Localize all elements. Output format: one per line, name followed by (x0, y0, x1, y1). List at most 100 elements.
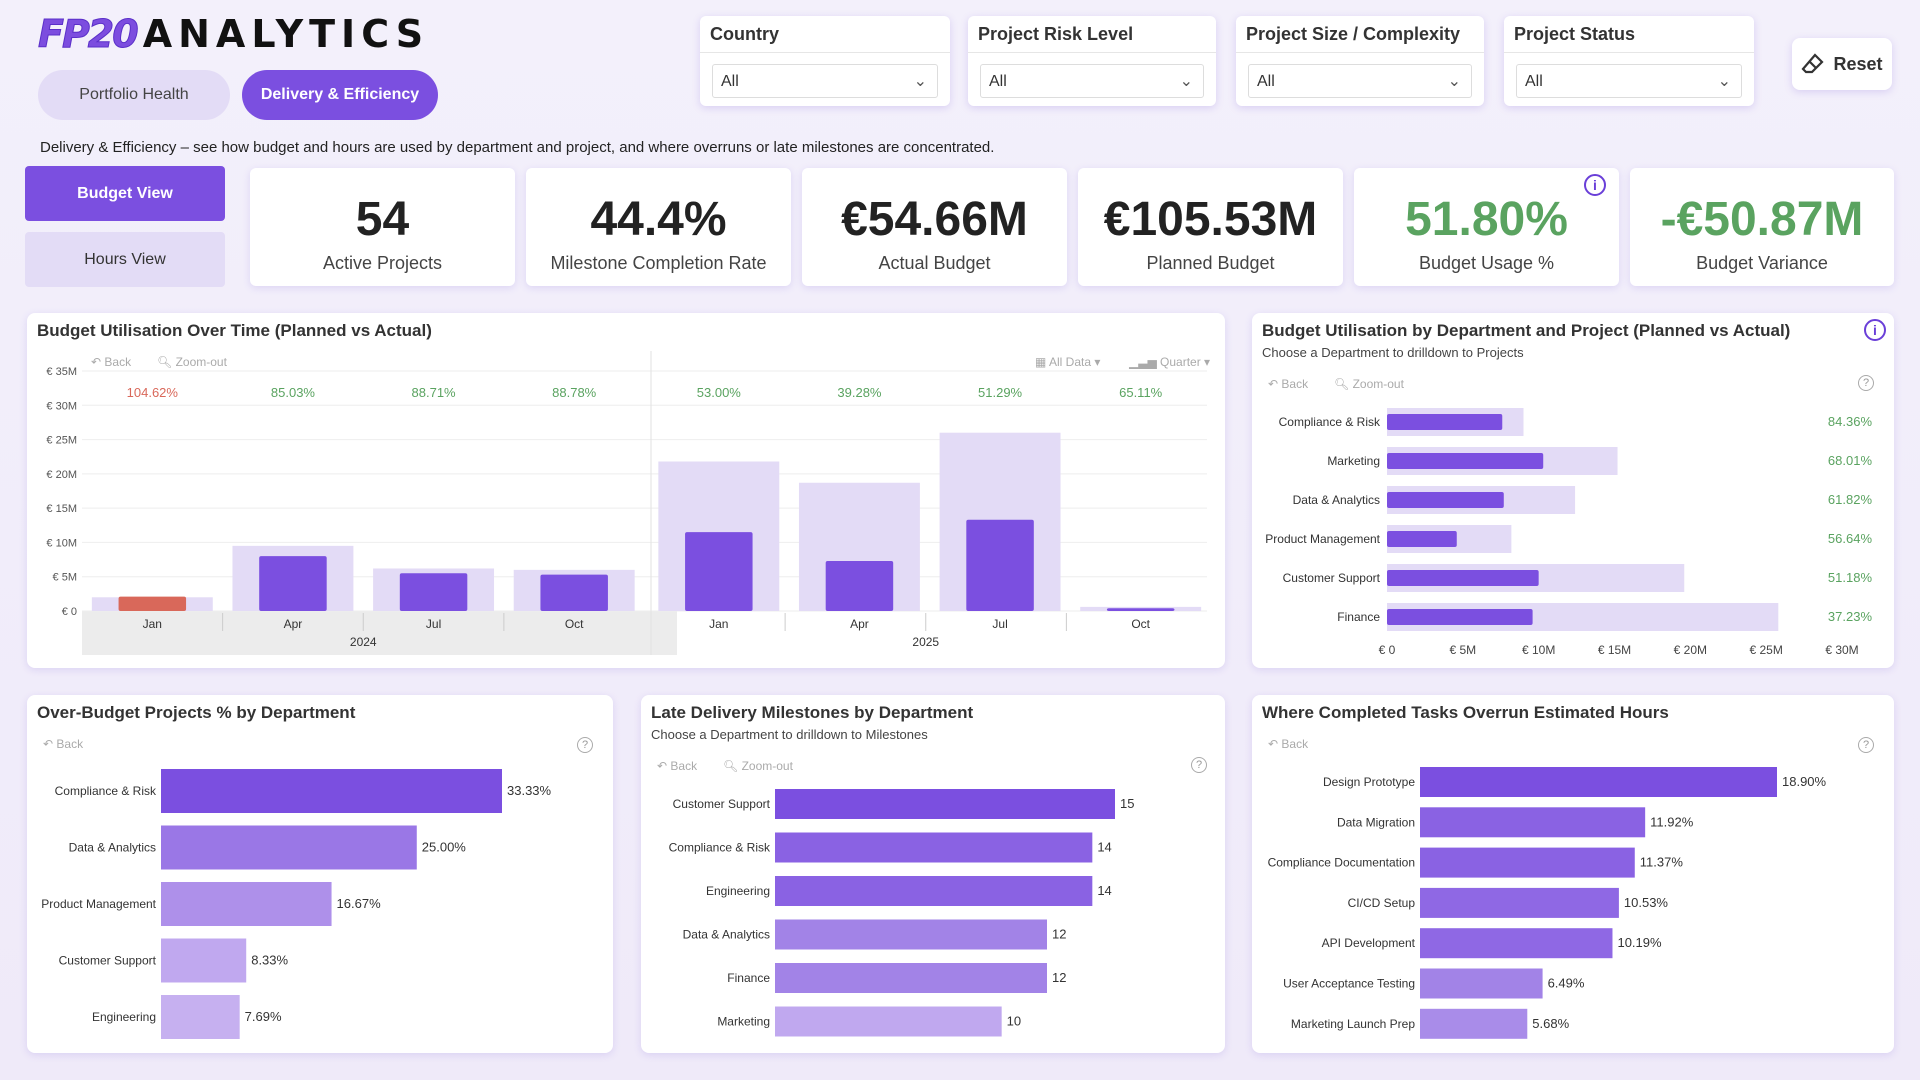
reset-button[interactable]: Reset (1792, 38, 1892, 90)
bar (1420, 847, 1635, 878)
actual-bar (1387, 531, 1457, 547)
size-complexity-select[interactable]: All ⌄ (1248, 64, 1472, 98)
risk-level-select[interactable]: All ⌄ (980, 64, 1204, 98)
y-tick-label: € 25M (46, 435, 77, 447)
all-data-button[interactable]: ▦ All Data ▾ (1035, 355, 1101, 369)
zoom-out-button[interactable]: 🔍︎ Zoom-out (157, 355, 227, 369)
usage-label: 39.28% (837, 385, 882, 400)
bar (775, 919, 1047, 950)
back-button[interactable]: ↶ Back (1268, 377, 1309, 391)
bar (161, 769, 502, 813)
x-tick-label: Jul (992, 617, 1007, 631)
back-button[interactable]: ↶ Back (1268, 737, 1309, 751)
category-label: Engineering (706, 884, 770, 898)
back-button[interactable]: ↶ Back (43, 737, 84, 751)
kpi-active-projects: 54 Active Projects (250, 168, 515, 286)
usage-label: 51.29% (978, 385, 1023, 400)
kpi-milestone-completion: 44.4% Milestone Completion Rate (526, 168, 791, 286)
chart-late-milestones: Late Delivery Milestones by Department C… (641, 695, 1225, 1053)
value-label: 12 (1052, 970, 1066, 985)
x-tick-label: € 15M (1598, 643, 1631, 657)
value-label: 15 (1120, 796, 1134, 811)
category-label: Product Management (1265, 532, 1380, 546)
value-label: 10.53% (1624, 895, 1669, 910)
overrun-svg: Design Prototype 18.90% Data Migration 11.9… (1268, 767, 1827, 1039)
help-icon[interactable]: ? (1858, 737, 1874, 753)
actual-bar (259, 556, 327, 611)
quarter-button[interactable]: ▁▃▅ Quarter ▾ (1129, 355, 1211, 369)
x-tick-label: Apr (284, 617, 303, 631)
category-label: Data & Analytics (683, 928, 770, 942)
category-label: Product Management (41, 897, 156, 911)
usage-label: 56.64% (1828, 531, 1873, 546)
category-label: Data & Analytics (1293, 493, 1380, 507)
category-label: User Acceptance Testing (1283, 977, 1415, 991)
info-icon[interactable]: i (1584, 174, 1606, 196)
budget-view-button[interactable]: Budget View (25, 166, 225, 221)
usage-label: 37.23% (1828, 609, 1873, 624)
bar (775, 789, 1115, 819)
value-label: 8.33% (251, 953, 288, 968)
actual-bar (399, 573, 468, 611)
chart-title: Where Completed Tasks Overrun Estimated … (1262, 703, 1669, 722)
x-tick-label: € 0 (1379, 643, 1396, 657)
x-tick-label: Jul (426, 617, 441, 631)
value-label: 12 (1052, 927, 1066, 942)
kpi-label: Milestone Completion Rate (550, 253, 767, 273)
usage-label: 53.00% (697, 385, 742, 400)
kpi-label: Planned Budget (1146, 253, 1275, 273)
kpi-budget-usage: 51.80% Budget Usage % i (1354, 168, 1619, 286)
bar (1420, 1008, 1528, 1039)
back-button[interactable]: ↶ Back (91, 355, 132, 369)
category-label: Compliance & Risk (55, 784, 157, 798)
category-label: Marketing (1327, 454, 1380, 468)
hours-view-button[interactable]: Hours View (25, 232, 225, 287)
value-label: 25.00% (422, 840, 467, 855)
kpi-planned-budget: €105.53M Planned Budget (1078, 168, 1343, 286)
value-label: 11.37% (1640, 855, 1684, 870)
category-label: Customer Support (673, 797, 771, 811)
help-icon[interactable]: ? (1191, 757, 1207, 773)
category-label: Compliance & Risk (1279, 415, 1381, 429)
category-label: Compliance & Risk (669, 841, 771, 855)
zoom-out-button[interactable]: 🔍︎ Zoom-out (723, 759, 793, 773)
country-select[interactable]: All ⌄ (712, 64, 938, 98)
back-button[interactable]: ↶ Back (657, 759, 698, 773)
value-label: 14 (1097, 840, 1111, 855)
kpi-value: 44.4% (590, 193, 727, 246)
filter-label: Project Size / Complexity (1246, 24, 1461, 44)
bar (775, 876, 1093, 906)
x-tick-label: € 5M (1449, 643, 1476, 657)
usage-label: 51.18% (1828, 570, 1873, 585)
tab-portfolio-health[interactable]: Portfolio Health (38, 70, 230, 120)
filter-label: Project Status (1514, 24, 1636, 44)
value-label: 14 (1097, 883, 1111, 898)
brand-mark: FP20 (38, 12, 140, 57)
actual-bar (966, 519, 1034, 611)
year-label: 2025 (912, 635, 939, 649)
tab-delivery-efficiency[interactable]: Delivery & Efficiency (242, 70, 438, 120)
kpi-value: 51.80% (1405, 193, 1568, 246)
kpi-value: €54.66M (841, 193, 1028, 246)
category-label: Compliance Documentation (1268, 856, 1415, 870)
category-label: Engineering (92, 1010, 156, 1024)
category-label: Design Prototype (1323, 775, 1415, 789)
usage-label: 88.78% (552, 385, 597, 400)
kpi-label: Budget Usage % (1418, 253, 1555, 273)
y-tick-label: € 5M (53, 572, 77, 584)
help-icon[interactable]: ? (1858, 375, 1874, 391)
bar (161, 938, 247, 983)
bar (1420, 807, 1646, 838)
category-label: Finance (727, 971, 770, 985)
zoom-out-button[interactable]: 🔍︎ Zoom-out (1334, 377, 1404, 391)
info-icon[interactable]: i (1864, 319, 1886, 341)
filter-label: Country (710, 24, 779, 44)
help-icon[interactable]: ? (577, 737, 593, 753)
actual-bar (1387, 609, 1533, 625)
bar (775, 1006, 1002, 1037)
bar (775, 832, 1093, 863)
usage-label: 84.36% (1828, 414, 1873, 429)
late-milestones-svg: Customer Support 15 Compliance & Risk 14 Eng… (669, 789, 1134, 1037)
page-description: Delivery & Efficiency – see how budget a… (40, 139, 995, 156)
project-status-select[interactable]: All ⌄ (1516, 64, 1742, 98)
